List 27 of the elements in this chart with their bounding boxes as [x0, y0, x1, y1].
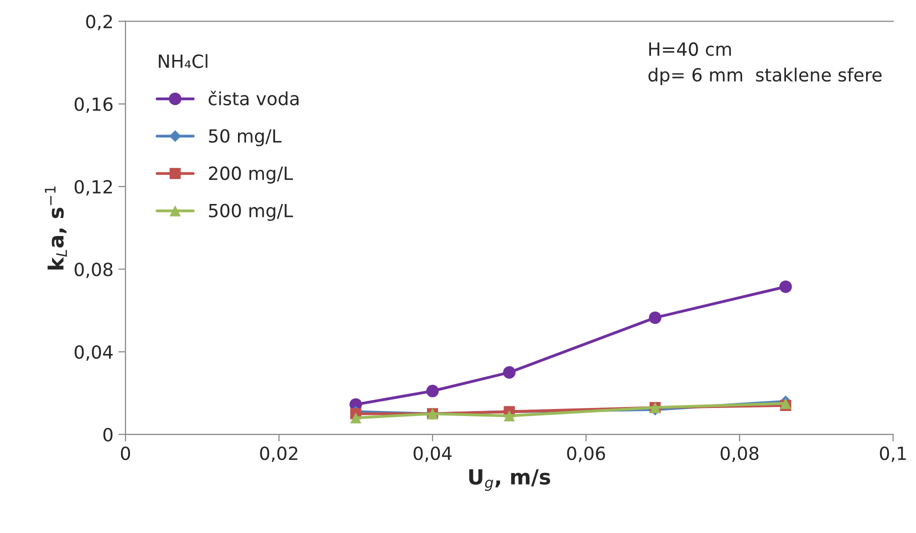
- legend-label: 500 mg/L: [209, 204, 293, 221]
- point: [503, 366, 516, 379]
- y-tick-label: 0,08: [74, 262, 112, 278]
- y-tick-label: 0,16: [74, 97, 113, 113]
- point: [504, 410, 515, 422]
- legend-label: čista voda: [208, 90, 298, 106]
- x-axis-title: U$_{g}$, m/s: [469, 469, 550, 491]
- x-tick-label: 0,08: [720, 446, 758, 462]
- legend-label: 200 mg/L: [208, 166, 293, 184]
- annotation: H=40 cm dp= 6 mm staklene sfere: [648, 42, 882, 86]
- x-tick-label: 0,1: [880, 446, 906, 462]
- y-tick-label: 0,04: [74, 345, 113, 361]
- y-tick-label: 0,2: [86, 14, 112, 30]
- x-tick-label: 0,06: [567, 446, 606, 462]
- point: [350, 412, 362, 424]
- point: [426, 384, 439, 398]
- x-tick-label: 0,02: [260, 446, 298, 462]
- x-tick-label: 0,04: [414, 446, 452, 462]
- y-tick-label: 0,12: [74, 180, 112, 196]
- y-axis-title: k$_{L}$a, s$^{−1}$: [44, 186, 67, 270]
- legend-label: 50 mg/L: [209, 129, 282, 146]
- point: [780, 398, 792, 409]
- legend-title: NH₄Cl: [158, 54, 208, 68]
- x-tick-label: 0: [120, 446, 130, 460]
- point: [779, 280, 792, 293]
- y-tick-label: 0: [103, 428, 112, 442]
- point: [648, 311, 662, 324]
